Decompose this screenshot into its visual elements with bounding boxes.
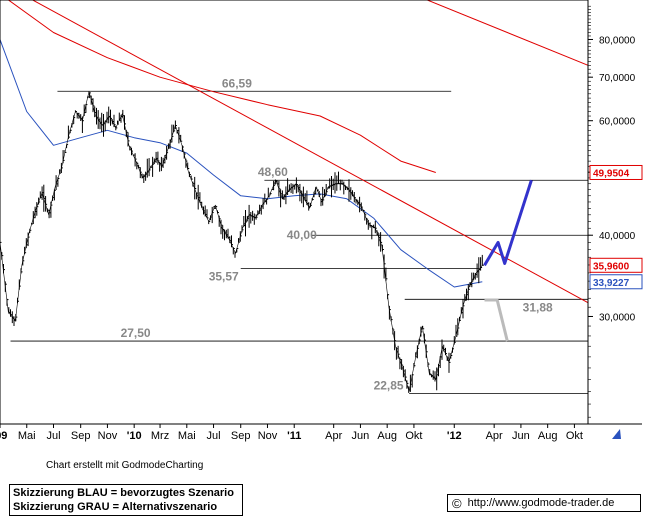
scenario-legend: Skizzierung BLAU = bevorzugtes Szenario … xyxy=(9,484,243,516)
series-ma_red xyxy=(7,0,436,173)
series-ma_blue xyxy=(0,39,483,288)
x-tick-label: Aug xyxy=(377,430,397,442)
x-tick-label: Aug xyxy=(538,430,558,442)
chart-arrow-icon xyxy=(612,429,621,439)
plot-frame xyxy=(0,0,589,425)
price-bars xyxy=(0,91,484,393)
x-tick-label: Mai xyxy=(178,430,196,442)
level-label: 35,57 xyxy=(209,269,239,283)
x-tick-label: Apr xyxy=(325,430,342,442)
y-tick-label: 70,0000 xyxy=(599,73,636,84)
x-tick-label: '11 xyxy=(287,430,301,442)
chart-credit: Chart erstellt mit GodmodeCharting xyxy=(46,460,204,471)
price-tag-box xyxy=(589,257,643,273)
labels: 66,59 48,60 40,00 35,57 31,88 27,50 22,85 49,95… xyxy=(121,76,643,392)
x-tick-label: Nov xyxy=(98,430,118,442)
horizontal-levels xyxy=(10,90,588,394)
x-tick-label: Jul xyxy=(207,430,221,442)
price-tag-label: 33,9227 xyxy=(593,278,630,289)
series-trend_red_flat xyxy=(425,0,589,66)
level-label: 22,85 xyxy=(374,378,404,392)
x-tick-label: Sep xyxy=(231,430,251,442)
x-tick-label: Okt xyxy=(566,430,583,442)
x-tick-label: Okt xyxy=(405,430,422,442)
level-label: 31,88 xyxy=(523,300,553,314)
x-tick-label: Sep xyxy=(71,430,91,442)
x-tick-label: '10 xyxy=(127,430,142,442)
series-scenario_blue xyxy=(483,179,533,267)
price-tag-label: 35,9600 xyxy=(593,261,630,272)
level-label: 40,00 xyxy=(287,228,317,242)
legend-gray: Skizzierung GRAU = Alternativszenario xyxy=(13,501,218,513)
level-label: 48,60 xyxy=(258,165,288,179)
legend-blue: Skizzierung BLAU = bevorzugtes Szenario xyxy=(13,487,234,499)
x-tick-label: Nov xyxy=(258,430,278,442)
axes: 30,000040,000050,000060,000070,000080,00… xyxy=(0,0,642,442)
series-trend_red_steep xyxy=(31,0,589,304)
x-tick-label: '09 xyxy=(0,430,7,442)
x-tick-label: '12 xyxy=(447,430,462,442)
source-url-box[interactable]: © http://www.godmode-trader.de xyxy=(447,494,641,512)
x-tick-label: Jun xyxy=(512,430,530,442)
series-price xyxy=(0,91,483,392)
y-tick-label: 30,0000 xyxy=(599,312,636,323)
y-tick-label: 60,0000 xyxy=(599,117,636,128)
x-tick-label: Apr xyxy=(486,430,503,442)
price-tag-box xyxy=(589,274,643,290)
source-url[interactable]: http://www.godmode-trader.de xyxy=(467,497,615,509)
series-layer xyxy=(0,0,589,342)
price-tag-box xyxy=(589,164,643,180)
x-tick-label: Mai xyxy=(18,430,36,442)
level-label: 66,59 xyxy=(222,76,252,90)
price-tag-label: 49,9504 xyxy=(593,168,630,179)
level-label: 27,50 xyxy=(121,326,151,340)
y-tick-label: 40,0000 xyxy=(599,231,636,242)
series-scenario_gray xyxy=(484,298,509,342)
x-tick-label: Jul xyxy=(46,430,60,442)
x-tick-label: Mrz xyxy=(151,430,169,442)
x-tick-label: Jun xyxy=(352,430,370,442)
copyright-icon: © xyxy=(452,495,462,511)
y-tick-label: 80,0000 xyxy=(599,35,636,46)
